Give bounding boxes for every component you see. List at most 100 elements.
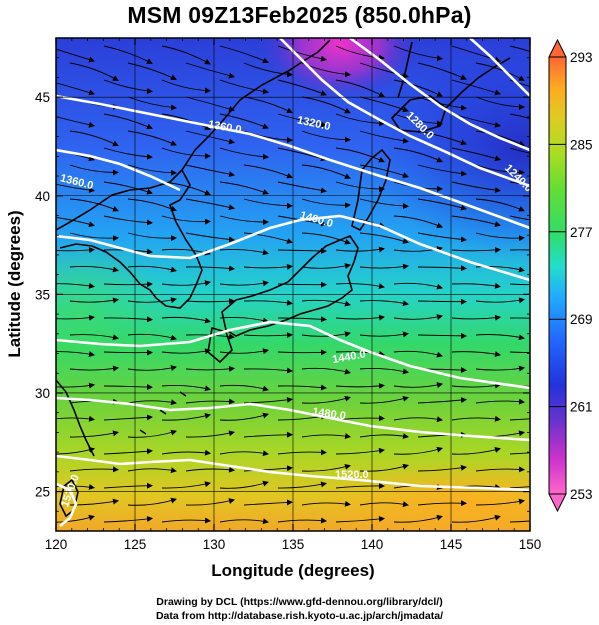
y-tick-label: 25: [35, 485, 50, 500]
streamline: [475, 164, 525, 176]
streamline: [509, 418, 530, 421]
streamline: [301, 500, 351, 507]
streamline: [219, 113, 269, 129]
streamline: [103, 113, 153, 130]
streamline: [243, 465, 293, 472]
streamline: [219, 518, 269, 525]
streamline: [301, 96, 351, 114]
streamline: [509, 317, 530, 319]
streamline: [69, 130, 119, 147]
streamline: [359, 300, 409, 307]
streamline: [509, 452, 530, 455]
streamline: [103, 45, 153, 64]
streamline: [335, 447, 385, 455]
streamline: [393, 113, 443, 127]
streamline: [509, 215, 530, 221]
streamline: [127, 130, 177, 146]
streamline: [393, 147, 443, 163]
colorbar-ticks: 293 285 277 269 261 253: [549, 50, 593, 502]
streamline: [185, 198, 235, 211]
streamline: [219, 450, 269, 457]
colorbar-tick-label: 277: [570, 225, 593, 240]
height-contours: [56, 38, 530, 528]
streamline: [185, 498, 235, 506]
streamline: [359, 232, 409, 244]
streamline: [243, 232, 293, 244]
streamline: [161, 449, 211, 456]
streamline: [127, 333, 177, 341]
streamline: [509, 147, 530, 154]
streamline: [161, 348, 211, 355]
streamline: [335, 79, 385, 98]
y-tick-label: 40: [35, 189, 50, 204]
streamline: [219, 412, 269, 421]
streamline: [359, 263, 409, 270]
streamline: [219, 45, 269, 64]
streamline: [393, 79, 443, 97]
streamline: [509, 283, 530, 286]
streamline: [103, 215, 153, 226]
streamline: [70, 537, 118, 539]
streamline: [243, 499, 293, 506]
streamline: [475, 265, 525, 273]
streamline: [219, 348, 269, 355]
streamline: [103, 281, 153, 288]
credit-data: Data from http://database.rish.kyoto-u.a…: [155, 610, 444, 622]
streamline: [243, 396, 293, 404]
streamline: [161, 113, 211, 130]
streamline: [243, 431, 293, 438]
colorbar-gradient: [548, 56, 567, 495]
streamline: [451, 514, 501, 523]
streamline: [335, 246, 385, 253]
streamline: [69, 297, 119, 304]
streamline: [335, 382, 385, 389]
colorbar-tick-label: 285: [570, 137, 593, 152]
streamline: [243, 96, 293, 114]
streamline: [417, 332, 467, 339]
streamline: [127, 365, 177, 372]
colorbar-tick-label: 261: [570, 400, 593, 415]
streamline: [393, 45, 443, 62]
streamline: [277, 247, 327, 254]
x-tick-label: 140: [361, 537, 384, 552]
streamline: [359, 130, 409, 144]
streamline: [127, 467, 177, 474]
streamline: [69, 164, 119, 176]
streamline: [69, 466, 119, 473]
colorbar-tick-label: 293: [570, 50, 593, 65]
streamline: [475, 297, 525, 304]
wind-streamlines: [56, 45, 530, 539]
streamline: [56, 314, 95, 321]
streamline: [277, 481, 327, 489]
x-tick-label: 150: [519, 537, 542, 552]
streamline: [302, 534, 350, 539]
streamline: [451, 79, 501, 96]
streamline: [393, 282, 443, 290]
streamline: [161, 413, 211, 421]
streamline: [127, 265, 177, 273]
streamline: [103, 448, 153, 455]
streamline: [103, 316, 153, 323]
streamline: [359, 433, 409, 439]
streamline: [161, 215, 211, 225]
streamline: [475, 334, 525, 341]
streamline: [451, 181, 501, 194]
streamline: [243, 332, 293, 339]
streamline: [103, 414, 153, 421]
streamline: [56, 351, 95, 357]
streamline: [277, 449, 327, 456]
streamline: [103, 384, 153, 391]
streamline: [127, 232, 177, 242]
streamline: [335, 516, 385, 523]
streamline: [475, 466, 525, 473]
streamline: [301, 263, 351, 270]
streamline: [185, 96, 235, 112]
streamline: [359, 395, 409, 404]
streamline: [335, 45, 385, 61]
streamline: [475, 96, 525, 110]
x-tick-label: 120: [45, 537, 68, 552]
streamline: [103, 181, 153, 195]
streamline: [185, 130, 235, 145]
streamline: [56, 247, 95, 254]
y-axis-label: Latitude (degrees): [5, 210, 24, 357]
